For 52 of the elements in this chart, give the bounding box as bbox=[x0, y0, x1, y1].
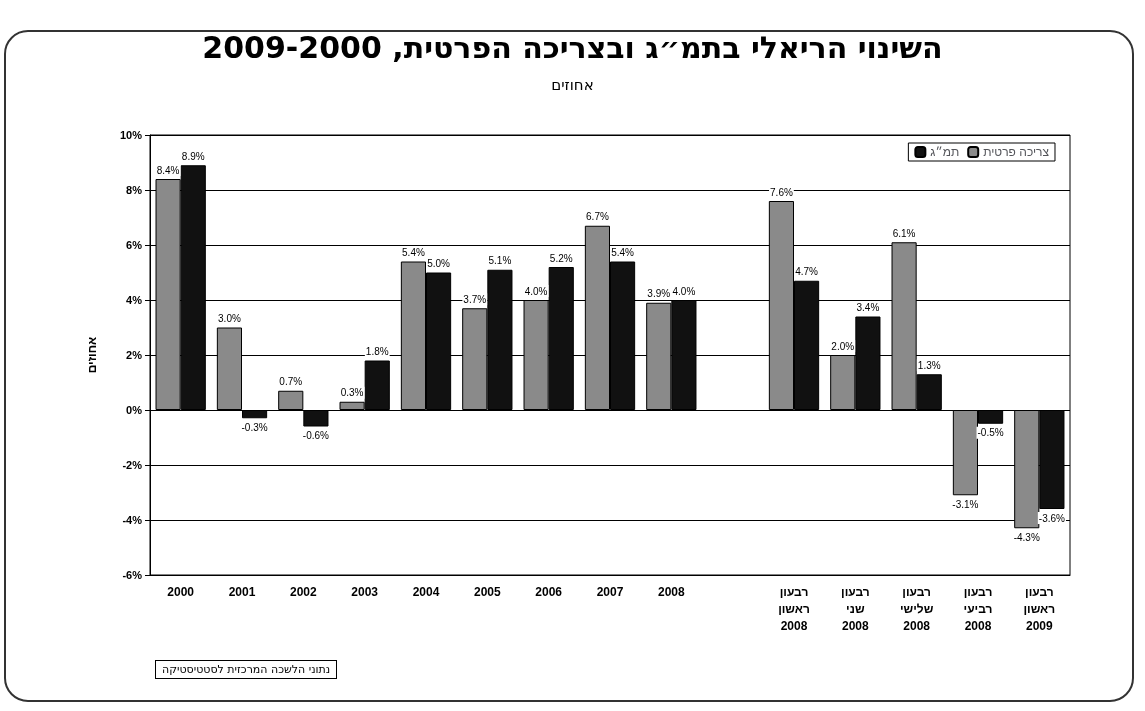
y-tick-label: 6% bbox=[126, 239, 143, 251]
data-label: -0.5% bbox=[977, 427, 1004, 439]
y-tick-label: -6% bbox=[122, 569, 143, 581]
data-label: 4.0% bbox=[672, 285, 696, 297]
data-label: 5.0% bbox=[427, 258, 451, 269]
x-tick-label: 2003 bbox=[351, 584, 379, 599]
data-label: 5.4% bbox=[611, 247, 635, 258]
data-label: 8.9% bbox=[181, 150, 205, 162]
data-label: 5.4% bbox=[402, 247, 425, 258]
data-label: -0.3% bbox=[241, 421, 268, 433]
data-label: -3.6% bbox=[1038, 512, 1066, 524]
data-label: 8.4% bbox=[156, 164, 180, 176]
y-tick-label: 0% bbox=[126, 404, 143, 416]
legend-label: צריכה פרטית bbox=[983, 145, 1050, 159]
data-label: 0.7% bbox=[279, 376, 303, 388]
x-tick-label: 2008 bbox=[657, 584, 685, 599]
data-label: 3.7% bbox=[463, 293, 487, 305]
data-label: 3.9% bbox=[647, 288, 671, 300]
chart-subtitle: אחוזים bbox=[550, 76, 595, 94]
chart-title: השינוי הריאלי בתמ״ג ובצריכה הפרטית, 2009-2000 bbox=[201, 30, 944, 65]
data-label: -3.1% bbox=[952, 498, 979, 510]
y-tick-label: -4% bbox=[122, 514, 143, 526]
data-label: 3.4% bbox=[856, 302, 880, 313]
x-tick-label: 2006 bbox=[535, 584, 563, 599]
data-label: 5.1% bbox=[488, 255, 512, 267]
data-label: 1.3% bbox=[917, 359, 941, 371]
data-label: 7.6% bbox=[770, 186, 793, 198]
data-label: 6.1% bbox=[892, 227, 916, 239]
data-label: 1.8% bbox=[365, 346, 389, 357]
data-label: 6.7% bbox=[586, 211, 609, 223]
x-tick-label: 2001 bbox=[228, 584, 256, 599]
data-label: 0.3% bbox=[340, 387, 364, 399]
text: נתוני הלשכה המרכזית לסטטיסטיקה bbox=[155, 660, 338, 679]
data-label: -4.3% bbox=[1013, 531, 1040, 543]
x-tick-label: 2007 bbox=[596, 584, 624, 599]
y-tick-label: 8% bbox=[126, 184, 143, 196]
data-label: 4.7% bbox=[795, 266, 819, 278]
x-tick-label: 2004 bbox=[412, 584, 440, 599]
x-tick-label: 2005 bbox=[473, 584, 501, 599]
y-tick-label: 2% bbox=[126, 349, 143, 361]
data-label: -0.6% bbox=[302, 430, 330, 441]
x-tick-label: 2002 bbox=[289, 584, 317, 599]
y-tick-label: -2% bbox=[122, 459, 143, 471]
data-label: 5.2% bbox=[549, 252, 573, 264]
data-label: 3.0% bbox=[218, 313, 241, 324]
legend-label: תמ״ג bbox=[930, 145, 960, 159]
data-label: 4.0% bbox=[524, 285, 548, 297]
x-tick-label: 2000 bbox=[167, 584, 195, 599]
y-tick-label: 4% bbox=[126, 294, 143, 306]
data-label: 2.0% bbox=[831, 340, 855, 352]
y-axis-title: אחוזים bbox=[85, 336, 99, 374]
y-tick-label: 10% bbox=[119, 129, 143, 141]
